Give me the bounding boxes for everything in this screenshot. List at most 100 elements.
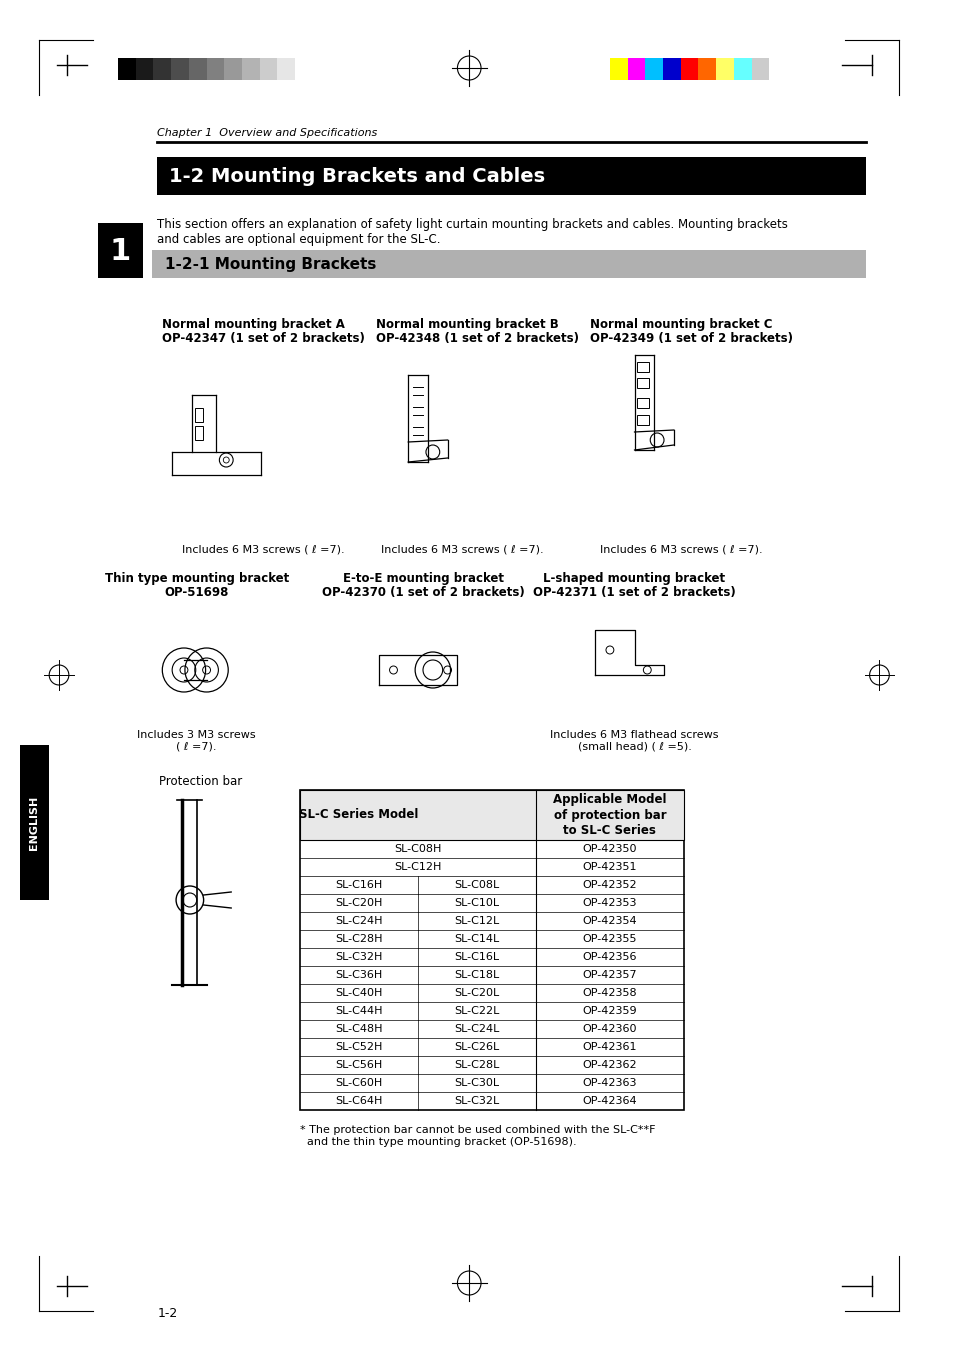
Text: SL-C30L: SL-C30L [454,1078,499,1088]
Text: This section offers an explanation of safety light curtain mounting brackets and: This section offers an explanation of sa… [157,218,787,246]
Bar [152,250,864,278]
Bar [207,58,224,80]
Text: SL-C14L: SL-C14L [454,934,499,944]
Bar [224,58,242,80]
Text: 1-2 Mounting Brackets and Cables: 1-2 Mounting Brackets and Cables [169,166,545,185]
Text: OP-42348 (1 set of 2 brackets): OP-42348 (1 set of 2 brackets) [375,332,578,345]
Text: 1-2: 1-2 [157,1306,177,1320]
Bar [153,58,171,80]
Text: OP-42349 (1 set of 2 brackets): OP-42349 (1 set of 2 brackets) [590,332,792,345]
Text: SL-C12L: SL-C12L [454,916,499,925]
Text: OP-42354: OP-42354 [582,916,637,925]
Text: SL-C20L: SL-C20L [454,988,499,998]
Bar [194,426,202,440]
Bar [627,58,644,80]
Text: OP-42353: OP-42353 [582,898,637,908]
Text: SL-C28L: SL-C28L [454,1061,499,1070]
Bar [118,58,135,80]
Bar [98,223,143,278]
Bar [698,58,716,80]
Text: 1: 1 [110,236,131,266]
Text: SL-C16H: SL-C16H [335,880,382,890]
Text: SL-C48H: SL-C48H [335,1024,382,1034]
Text: OP-42363: OP-42363 [582,1078,637,1088]
Text: SL-C12H: SL-C12H [394,862,441,871]
Text: SL-C08H: SL-C08H [394,844,441,854]
Text: OP-42356: OP-42356 [582,952,637,962]
Text: OP-42360: OP-42360 [582,1024,637,1034]
Bar [242,58,259,80]
Text: SL-C56H: SL-C56H [335,1061,382,1070]
Text: Includes 6 M3 screws ( ℓ =7).: Includes 6 M3 screws ( ℓ =7). [380,544,543,555]
Bar [300,790,683,840]
Bar [277,58,294,80]
Text: SL-C16L: SL-C16L [454,952,499,962]
Bar [20,744,50,900]
Text: OP-42361: OP-42361 [582,1042,637,1052]
Bar [637,362,649,372]
Text: SL-C22L: SL-C22L [454,1006,499,1016]
Bar [171,58,189,80]
Text: SL-C32H: SL-C32H [335,952,382,962]
Bar [751,58,768,80]
Bar [609,58,627,80]
Text: ENGLISH: ENGLISH [30,796,39,850]
Text: SL-C60H: SL-C60H [335,1078,382,1088]
Text: OP-42351: OP-42351 [582,862,637,871]
Bar [189,58,207,80]
Text: SL-C26L: SL-C26L [454,1042,499,1052]
Text: SL-C32L: SL-C32L [454,1096,499,1106]
Text: OP-42350: OP-42350 [582,844,637,854]
Bar [644,58,662,80]
Text: OP-42364: OP-42364 [582,1096,637,1106]
Text: Includes 6 M3 screws ( ℓ =7).: Includes 6 M3 screws ( ℓ =7). [182,544,344,555]
Text: L-shaped mounting bracket: L-shaped mounting bracket [543,571,725,585]
Text: SL-C40H: SL-C40H [335,988,382,998]
Bar [135,58,153,80]
Text: Normal mounting bracket A: Normal mounting bracket A [162,317,345,331]
Bar [300,790,683,1111]
Text: OP-42355: OP-42355 [582,934,637,944]
Text: E-to-E mounting bracket: E-to-E mounting bracket [342,571,503,585]
Bar [157,157,864,195]
Text: OP-42359: OP-42359 [582,1006,637,1016]
Text: SL-C08L: SL-C08L [454,880,499,890]
Text: SL-C52H: SL-C52H [335,1042,382,1052]
Text: Includes 6 M3 flathead screws
(small head) ( ℓ =5).: Includes 6 M3 flathead screws (small hea… [550,730,718,751]
Text: OP-42357: OP-42357 [582,970,637,979]
Text: OP-42362: OP-42362 [582,1061,637,1070]
Bar [637,415,649,426]
Text: Chapter 1  Overview and Specifications: Chapter 1 Overview and Specifications [157,128,377,138]
Text: Includes 6 M3 screws ( ℓ =7).: Includes 6 M3 screws ( ℓ =7). [599,544,761,555]
Text: 1-2-1 Mounting Brackets: 1-2-1 Mounting Brackets [165,257,376,272]
Text: SL-C44H: SL-C44H [335,1006,382,1016]
Text: SL-C10L: SL-C10L [454,898,499,908]
Text: SL-C64H: SL-C64H [335,1096,382,1106]
Text: OP-42370 (1 set of 2 brackets): OP-42370 (1 set of 2 brackets) [321,586,524,598]
Text: Thin type mounting bracket: Thin type mounting bracket [105,571,289,585]
Text: Applicable Model
of protection bar
to SL-C Series: Applicable Model of protection bar to SL… [553,793,666,836]
Text: SL-C Series Model: SL-C Series Model [299,808,418,821]
Bar [259,58,277,80]
Text: Protection bar: Protection bar [159,775,242,788]
Bar [294,58,313,80]
Bar [637,378,649,388]
Bar [194,408,202,422]
Text: SL-C24H: SL-C24H [335,916,382,925]
Text: OP-42358: OP-42358 [582,988,637,998]
Text: OP-42371 (1 set of 2 brackets): OP-42371 (1 set of 2 brackets) [533,586,735,598]
Bar [637,399,649,408]
Text: Includes 3 M3 screws
( ℓ =7).: Includes 3 M3 screws ( ℓ =7). [137,730,255,751]
Text: OP-42352: OP-42352 [582,880,637,890]
Text: OP-51698: OP-51698 [164,586,229,598]
Text: Normal mounting bracket C: Normal mounting bracket C [590,317,772,331]
Bar [733,58,751,80]
Text: SL-C36H: SL-C36H [335,970,382,979]
Bar [716,58,733,80]
Text: SL-C20H: SL-C20H [335,898,382,908]
Text: OP-42347 (1 set of 2 brackets): OP-42347 (1 set of 2 brackets) [162,332,365,345]
Text: SL-C24L: SL-C24L [454,1024,499,1034]
Bar [662,58,680,80]
Text: Normal mounting bracket B: Normal mounting bracket B [375,317,558,331]
Bar [680,58,698,80]
